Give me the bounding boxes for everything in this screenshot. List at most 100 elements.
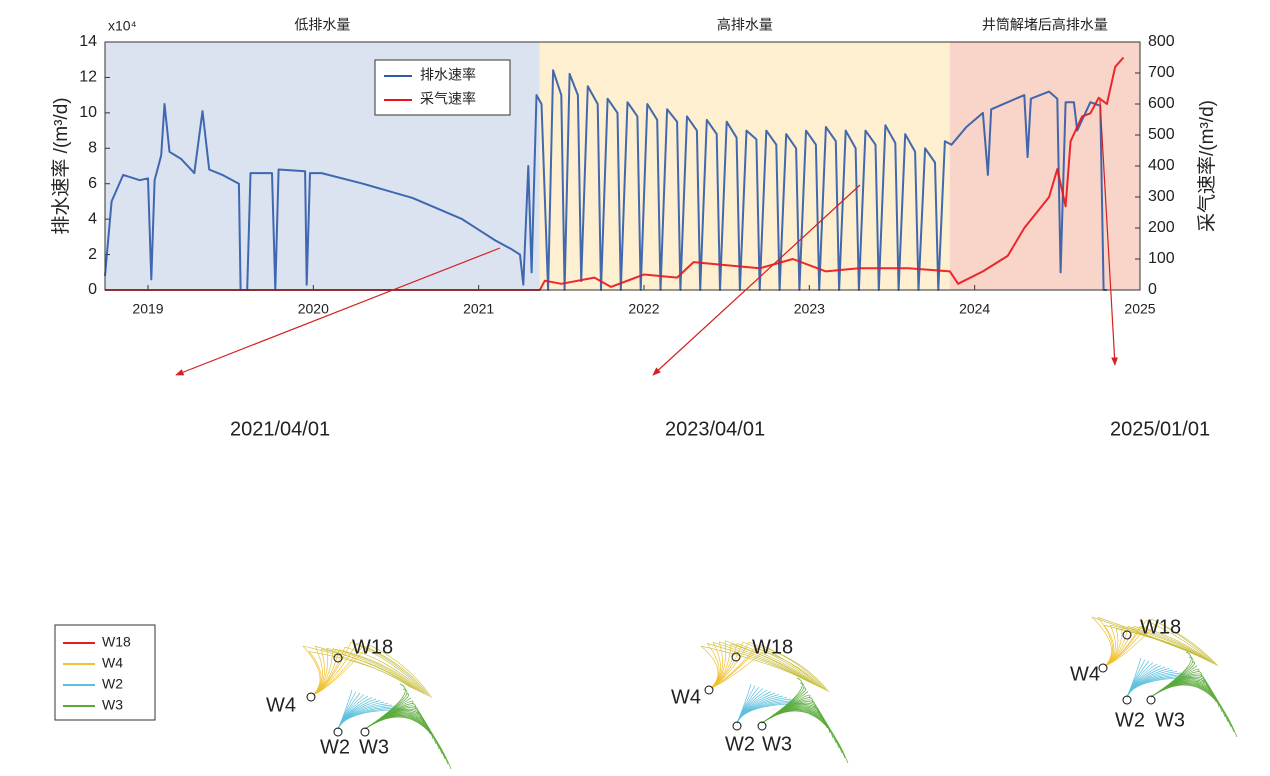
streamline	[308, 651, 413, 689]
streamline	[1012, 422, 1133, 635]
streamline	[900, 530, 1124, 630]
streamline	[1097, 617, 1113, 667]
streamline	[527, 569, 735, 652]
streamline	[916, 561, 1129, 635]
streamline	[652, 520, 735, 652]
streamline	[174, 505, 344, 650]
streamline	[697, 480, 741, 654]
well-label: W4	[671, 686, 701, 708]
arrow	[1099, 99, 1118, 366]
legend-label: W2	[102, 676, 123, 692]
well	[1122, 630, 1132, 640]
streamline	[364, 683, 406, 730]
streamline	[1103, 624, 1201, 658]
streamline	[194, 476, 336, 653]
streamline	[193, 486, 338, 654]
streamline	[736, 643, 820, 688]
streamline	[1049, 462, 1125, 633]
legend-label: W3	[102, 697, 123, 713]
arrow	[175, 247, 501, 376]
series-line	[105, 56, 1125, 291]
streamline	[941, 506, 1133, 635]
x-tick-label: 2021	[463, 301, 494, 317]
streamline	[206, 432, 333, 656]
streamline	[145, 572, 344, 655]
streamline	[1066, 485, 1127, 629]
streamline	[1133, 626, 1211, 663]
streamline	[979, 507, 1132, 631]
streamline	[1023, 427, 1130, 642]
well	[1122, 695, 1132, 705]
streamline	[556, 542, 740, 653]
streamline	[230, 548, 342, 656]
streamline	[706, 643, 810, 683]
streamline	[1121, 625, 1207, 661]
streamline	[483, 574, 752, 656]
streamline	[886, 549, 1124, 629]
y2-tick-label: 0	[1148, 281, 1157, 298]
streamline	[700, 645, 808, 682]
streamline	[1145, 620, 1215, 665]
streamline	[880, 559, 1126, 630]
plot-frame	[104, 41, 1141, 291]
streamline	[633, 448, 737, 649]
streamline	[535, 551, 742, 654]
y-tick-label: 8	[88, 140, 97, 157]
streamline	[730, 643, 818, 687]
streamline	[712, 642, 812, 684]
arrows	[175, 99, 1118, 376]
streamline	[1139, 626, 1213, 664]
streamline	[201, 448, 336, 653]
x-tick-label: 2020	[298, 301, 329, 317]
well	[306, 692, 316, 702]
streamline	[622, 435, 735, 650]
streamline	[893, 540, 1123, 630]
streamline	[1001, 417, 1128, 635]
x-tick-label: 2024	[959, 301, 990, 317]
plot: 0 2 4 6 8 10 12 14 0 100 200 300 400 500 600 700 800 2019…	[79, 33, 1175, 316]
well	[757, 721, 767, 731]
streamline	[197, 465, 338, 651]
streamline	[320, 649, 417, 691]
y-axis-title: 排水速率 /(m³/d)	[50, 97, 72, 234]
streamline	[350, 641, 427, 696]
y2-tick-label: 400	[1148, 157, 1175, 174]
well	[1146, 695, 1156, 705]
streamline	[364, 716, 452, 770]
well-label: W18	[1140, 616, 1181, 638]
well	[333, 653, 343, 663]
well	[360, 727, 370, 737]
streamline-panel: W18 W4 W2 W3 2021/04/01	[126, 416, 452, 770]
y2-tick-label: 800	[1148, 33, 1175, 50]
streamline	[208, 554, 341, 656]
streamline	[990, 412, 1128, 636]
streamline	[326, 647, 419, 692]
streamline	[211, 416, 334, 658]
streamline	[126, 510, 343, 656]
y-multiplier: x10⁴	[108, 18, 137, 34]
streamline	[700, 462, 741, 656]
streamline	[600, 560, 733, 650]
streamline	[914, 522, 1130, 631]
streamline	[710, 648, 768, 689]
streamline	[508, 573, 734, 652]
streamline	[165, 566, 347, 654]
legend-box	[374, 59, 511, 116]
streamline	[927, 514, 1127, 632]
legend-box	[54, 624, 156, 721]
streamline	[1074, 491, 1127, 628]
y-tick-label: 12	[79, 69, 97, 86]
streamline	[1104, 622, 1159, 667]
well	[333, 727, 343, 737]
y-tick-label: 4	[88, 210, 97, 227]
streamline	[686, 463, 738, 654]
streamline	[1157, 622, 1219, 667]
well-label: W18	[352, 636, 393, 658]
streamline	[612, 424, 730, 650]
streamline	[593, 529, 734, 652]
streamline-legend: W18 W4 W2 W3	[54, 624, 156, 721]
x-tick-label: 2023	[794, 301, 825, 317]
streamline	[1150, 684, 1238, 738]
well-label: W2	[725, 733, 755, 755]
streamline	[742, 641, 822, 689]
